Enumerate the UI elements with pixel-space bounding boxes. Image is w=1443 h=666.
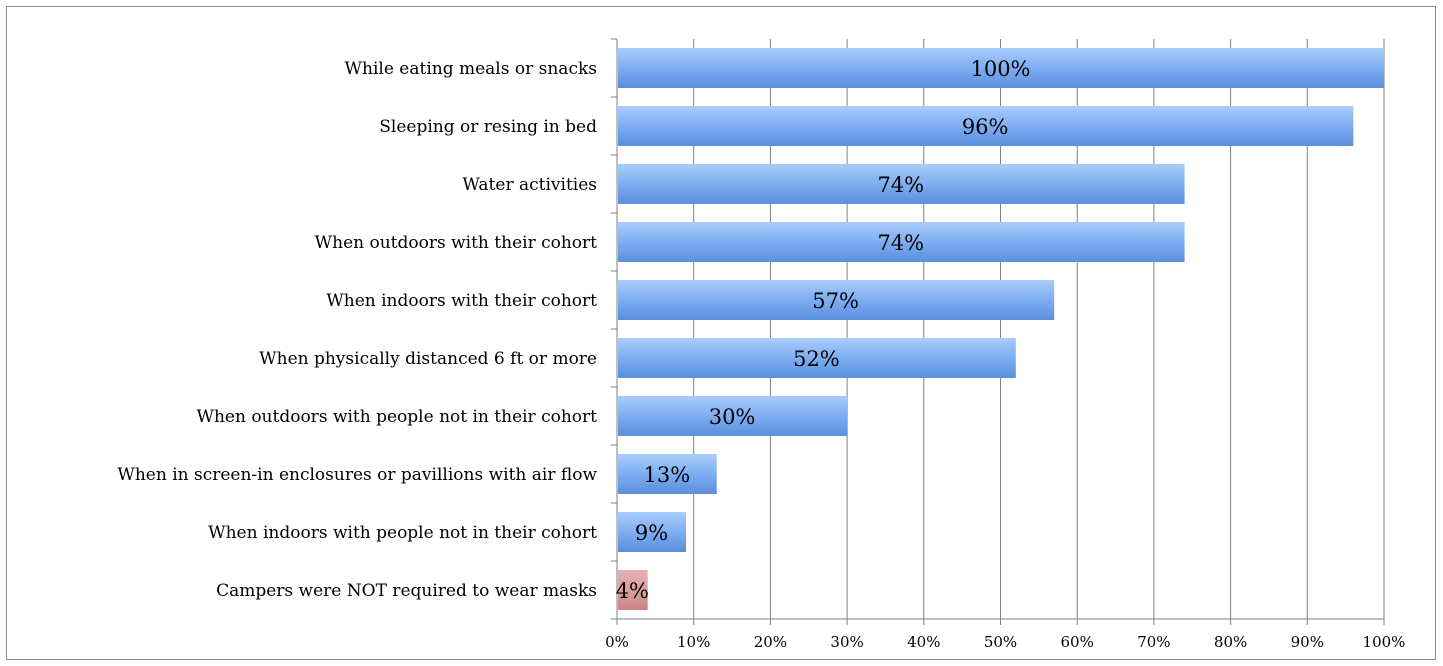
bar-1 bbox=[618, 106, 1354, 146]
data-label: 74% bbox=[877, 173, 924, 197]
x-tick-label: 100% bbox=[1363, 633, 1406, 651]
data-label: 9% bbox=[635, 521, 668, 545]
category-label: When physically distanced 6 ft or more bbox=[259, 349, 597, 369]
bar-4 bbox=[618, 280, 1055, 320]
category-label: When outdoors with their cohort bbox=[315, 233, 598, 253]
data-label: 4% bbox=[616, 579, 649, 603]
data-label: 96% bbox=[962, 115, 1009, 139]
bar-0 bbox=[618, 48, 1384, 88]
data-label: 30% bbox=[709, 405, 756, 429]
x-tick-label: 30% bbox=[830, 633, 863, 651]
data-label: 100% bbox=[970, 57, 1030, 81]
x-tick-label: 40% bbox=[907, 633, 940, 651]
category-label: Campers were NOT required to wear masks bbox=[216, 581, 597, 601]
bar-3 bbox=[618, 222, 1185, 262]
bar-2 bbox=[618, 164, 1185, 204]
category-label: Water activities bbox=[462, 175, 597, 195]
x-tick-label: 70% bbox=[1137, 633, 1170, 651]
axes bbox=[611, 38, 1385, 625]
x-tick-label: 20% bbox=[754, 633, 787, 651]
bar-9 bbox=[618, 570, 648, 610]
category-label: When indoors with their cohort bbox=[326, 291, 597, 311]
category-label: Sleeping or resing in bed bbox=[379, 117, 597, 137]
bar-chart: 0% 10% 20% 30% 40% 50% 60% 70% 80% 90% 100% While e… bbox=[117, 38, 1405, 651]
x-tick-label: 50% bbox=[984, 633, 1017, 651]
data-label: 57% bbox=[812, 289, 859, 313]
bar-8 bbox=[618, 512, 687, 552]
category-label: While eating meals or snacks bbox=[345, 59, 597, 79]
bars bbox=[618, 48, 1384, 610]
data-label: 13% bbox=[644, 463, 691, 487]
data-label: 74% bbox=[877, 231, 924, 255]
data-label: 52% bbox=[793, 347, 840, 371]
bar-7 bbox=[618, 454, 717, 494]
category-label: When outdoors with people not in their c… bbox=[196, 407, 597, 427]
x-tick-label: 0% bbox=[605, 633, 629, 651]
x-tick-label: 90% bbox=[1291, 633, 1324, 651]
x-tick-label: 60% bbox=[1061, 633, 1094, 651]
category-label: When in screen-in enclosures or pavillio… bbox=[117, 465, 597, 485]
category-label: When indoors with people not in their co… bbox=[208, 523, 597, 543]
x-tick-label: 80% bbox=[1214, 633, 1247, 651]
x-tick-label: 10% bbox=[677, 633, 710, 651]
bar-5 bbox=[618, 338, 1016, 378]
chart-frame: 0% 10% 20% 30% 40% 50% 60% 70% 80% 90% 100% While e… bbox=[6, 6, 1436, 660]
labels: 0% 10% 20% 30% 40% 50% 60% 70% 80% 90% 100% While e… bbox=[117, 57, 1405, 651]
bar-6 bbox=[618, 396, 848, 436]
